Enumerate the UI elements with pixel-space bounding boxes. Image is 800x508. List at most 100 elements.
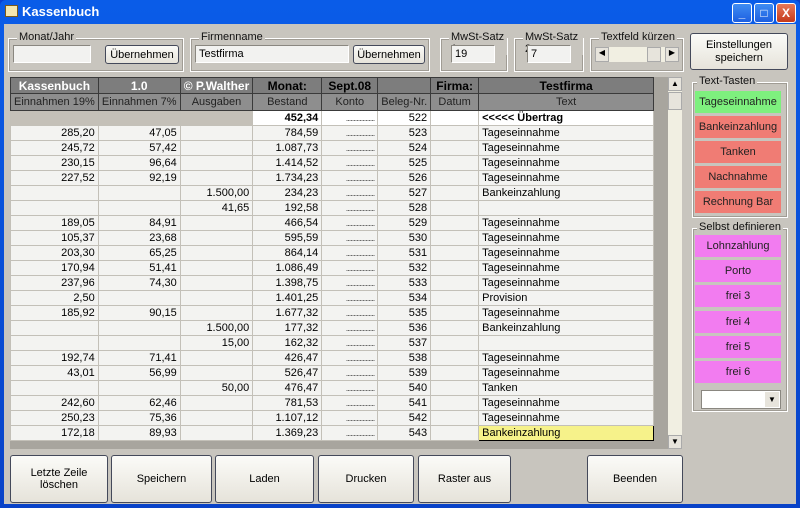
konto-cell[interactable]: ................... (321, 215, 379, 231)
column-header[interactable]: Einnahmen 7% (97, 93, 181, 111)
table-cell[interactable]: 542 (377, 410, 432, 426)
arrow-left-icon[interactable]: ◀ (595, 47, 609, 62)
table-cell[interactable] (430, 185, 480, 201)
table-cell[interactable] (97, 380, 181, 396)
bottom-button-raster-aus[interactable]: Raster aus (418, 455, 511, 503)
text-button-nachnahme[interactable]: Nachnahme (695, 166, 781, 188)
table-cell[interactable]: 75,36 (97, 410, 181, 426)
table-cell[interactable]: 1.500,00 (179, 185, 254, 201)
table-cell[interactable]: Tageseinnahme (478, 365, 655, 381)
table-cell[interactable]: Tageseinnahme (478, 230, 655, 246)
table-cell[interactable]: Provision (478, 290, 655, 306)
table-cell[interactable] (179, 395, 254, 411)
table-cell[interactable] (430, 170, 480, 186)
table-cell[interactable]: 43,01 (10, 365, 99, 381)
table-cell[interactable]: 538 (377, 350, 432, 366)
table-cell[interactable]: 1.369,23 (252, 425, 323, 441)
konto-cell[interactable]: ................... (321, 185, 379, 201)
table-cell[interactable] (430, 215, 480, 231)
table-cell[interactable] (97, 320, 181, 336)
column-header[interactable]: Bestand (252, 93, 323, 111)
table-cell[interactable]: Tanken (478, 380, 655, 396)
konto-cell[interactable]: ................... (321, 335, 379, 351)
table-cell[interactable] (10, 110, 99, 126)
table-cell[interactable]: 185,92 (10, 305, 99, 321)
konto-cell[interactable]: ................... (321, 170, 379, 186)
table-cell[interactable]: 1.086,49 (252, 260, 323, 276)
table-cell[interactable] (179, 125, 254, 141)
table-cell[interactable]: Tageseinnahme (478, 395, 655, 411)
custom-button-frei-6[interactable]: frei 6 (695, 361, 781, 383)
table-cell[interactable]: 89,93 (97, 425, 181, 441)
table-cell[interactable]: 784,59 (252, 125, 323, 141)
grid-scrollbar[interactable]: ▲ ▼ (668, 77, 682, 449)
table-cell[interactable]: 534 (377, 290, 432, 306)
table-cell[interactable] (430, 305, 480, 321)
table-cell[interactable] (97, 290, 181, 306)
table-cell[interactable]: 528 (377, 200, 432, 216)
chevron-down-icon[interactable]: ▼ (765, 392, 779, 407)
table-cell[interactable]: 192,74 (10, 350, 99, 366)
table-cell[interactable] (430, 350, 480, 366)
mwst2-input[interactable] (527, 45, 571, 63)
table-cell[interactable] (179, 290, 254, 306)
column-header[interactable]: Datum (430, 93, 480, 111)
table-cell[interactable]: Bankeinzahlung (478, 185, 655, 201)
table-cell[interactable] (430, 365, 480, 381)
konto-cell[interactable]: ................... (321, 425, 379, 441)
bottom-button-speichern[interactable]: Speichern (111, 455, 212, 503)
table-cell[interactable] (430, 245, 480, 261)
close-button[interactable]: X (776, 3, 796, 23)
bottom-button-letzte-zeile-löschen[interactable]: Letzte Zeile löschen (10, 455, 108, 503)
table-cell[interactable] (179, 170, 254, 186)
table-cell[interactable]: 1.414,52 (252, 155, 323, 171)
konto-cell[interactable]: ................... (321, 275, 379, 291)
column-header[interactable]: Text (478, 93, 655, 111)
maximize-button[interactable]: □ (754, 3, 774, 23)
column-header[interactable]: Ausgaben (179, 93, 254, 111)
table-cell[interactable] (430, 290, 480, 306)
table-cell[interactable]: 543 (377, 425, 432, 441)
table-cell[interactable] (430, 335, 480, 351)
table-cell[interactable]: 1.107,12 (252, 410, 323, 426)
table-cell[interactable] (97, 200, 181, 216)
table-cell[interactable]: Tageseinnahme (478, 125, 655, 141)
table-cell[interactable]: Bankeinzahlung (478, 320, 655, 336)
konto-cell[interactable]: ................... (321, 230, 379, 246)
table-cell[interactable]: 539 (377, 365, 432, 381)
slider-thumb[interactable] (647, 47, 661, 62)
bottom-button-beenden[interactable]: Beenden (587, 455, 683, 503)
table-cell[interactable]: Tageseinnahme (478, 245, 655, 261)
firma-apply-button[interactable]: Übernehmen (353, 45, 425, 64)
table-cell[interactable]: 1.087,73 (252, 140, 323, 156)
konto-cell[interactable]: ................... (321, 350, 379, 366)
table-cell[interactable]: 524 (377, 140, 432, 156)
text-button-tageseinnahme[interactable]: Tageseinnahme (695, 91, 781, 113)
table-cell[interactable] (179, 230, 254, 246)
table-cell[interactable]: 426,47 (252, 350, 323, 366)
table-cell[interactable] (430, 140, 480, 156)
table-cell[interactable]: 41,65 (179, 200, 254, 216)
table-cell[interactable] (179, 110, 254, 126)
table-cell[interactable] (430, 110, 480, 126)
table-cell[interactable]: 466,54 (252, 215, 323, 231)
text-button-tanken[interactable]: Tanken (695, 141, 781, 163)
konto-cell[interactable]: ................... (321, 125, 379, 141)
scroll-thumb[interactable] (668, 92, 682, 110)
konto-cell[interactable]: ................... (321, 140, 379, 156)
table-cell[interactable] (430, 155, 480, 171)
table-cell[interactable] (430, 380, 480, 396)
table-cell[interactable]: 189,05 (10, 215, 99, 231)
table-cell[interactable] (179, 260, 254, 276)
minimize-button[interactable]: _ (732, 3, 752, 23)
table-cell[interactable]: 525 (377, 155, 432, 171)
column-header[interactable]: Konto (321, 93, 379, 111)
bottom-button-drucken[interactable]: Drucken (318, 455, 414, 503)
table-cell[interactable]: Tageseinnahme (478, 305, 655, 321)
table-cell[interactable]: 51,41 (97, 260, 181, 276)
monat-input[interactable] (13, 45, 91, 63)
table-cell[interactable]: 65,25 (97, 245, 181, 261)
table-cell[interactable]: 595,59 (252, 230, 323, 246)
konto-cell[interactable]: ................... (321, 305, 379, 321)
table-cell[interactable] (430, 425, 480, 441)
